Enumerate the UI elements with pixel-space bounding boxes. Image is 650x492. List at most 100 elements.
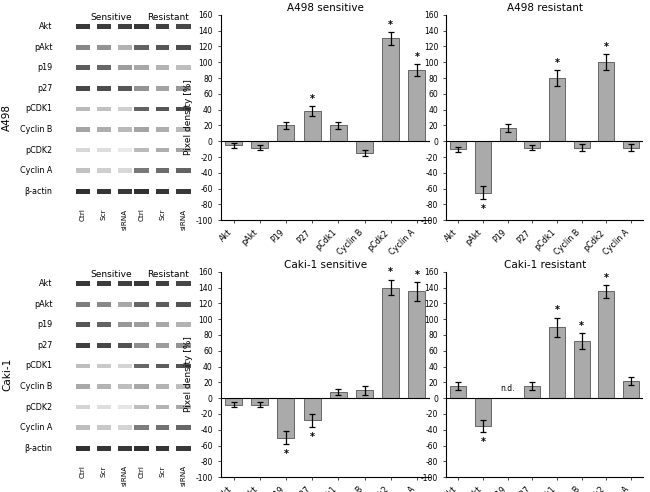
Bar [134,65,149,70]
Bar [96,384,111,389]
Text: Caki-1: Caki-1 [2,358,12,391]
Bar [96,24,111,29]
Bar [96,86,111,91]
Bar [176,24,191,29]
Bar [156,148,169,153]
Text: *: * [480,204,486,214]
Bar [76,446,90,451]
Text: Cyclin B: Cyclin B [20,125,52,134]
Bar [134,45,149,50]
Bar [156,446,169,451]
Bar [549,327,565,398]
Bar [525,386,540,398]
Text: pAkt: pAkt [34,300,52,309]
Text: *: * [388,20,393,30]
Text: pCDK2: pCDK2 [25,402,52,411]
Text: Scr: Scr [159,465,165,477]
Bar [356,141,373,153]
Bar [176,86,191,91]
Text: Sensitive: Sensitive [91,270,133,279]
Bar [156,281,169,286]
Text: p19: p19 [37,320,52,329]
Text: *: * [604,273,609,283]
Bar [134,446,149,451]
Text: pCDK1: pCDK1 [25,104,52,114]
Text: *: * [388,268,393,277]
Bar [96,168,111,173]
Text: Ctrl: Ctrl [138,208,144,221]
Bar [76,384,90,389]
Bar [156,364,169,369]
Bar [176,425,191,430]
Bar [450,386,466,398]
Bar [623,141,639,148]
Text: Sensitive: Sensitive [91,13,133,22]
Y-axis label: Pixel density [%]: Pixel density [%] [184,337,193,412]
Bar [134,281,149,286]
Title: Caki-1 resistant: Caki-1 resistant [504,259,586,270]
Bar [134,384,149,389]
Bar [134,148,149,153]
Text: *: * [415,52,419,62]
Bar [76,24,90,29]
Bar [156,24,169,29]
Bar [118,343,132,348]
Bar [176,281,191,286]
Bar [118,302,132,307]
Bar [176,127,191,132]
Text: *: * [480,437,486,447]
Bar [76,86,90,91]
Bar [76,189,90,193]
Bar [549,78,565,141]
Bar [156,384,169,389]
Bar [278,398,294,438]
Text: Cyclin B: Cyclin B [20,382,52,391]
Text: p27: p27 [37,341,52,350]
Bar [450,141,466,149]
Bar [118,384,132,389]
Bar [330,125,347,141]
Text: Akt: Akt [39,22,52,31]
Bar [134,343,149,348]
Bar [96,148,111,153]
Bar [176,384,191,389]
Bar [574,341,590,398]
Text: Ctrl: Ctrl [80,208,86,221]
Bar [134,364,149,369]
Bar [225,141,242,145]
Bar [176,107,191,111]
Bar [252,141,268,148]
Title: A498 resistant: A498 resistant [507,2,583,13]
Text: Resistant: Resistant [147,270,189,279]
Text: *: * [309,94,315,104]
Bar [525,141,540,148]
Bar [118,148,132,153]
Bar [156,404,169,409]
Bar [304,398,320,420]
Bar [96,364,111,369]
Bar [475,398,491,426]
Text: pCDK1: pCDK1 [25,362,52,370]
Bar [76,281,90,286]
Bar [156,65,169,70]
Bar [134,86,149,91]
Bar [118,107,132,111]
Text: *: * [309,432,315,442]
Bar [574,141,590,148]
Text: siRNA: siRNA [181,465,187,487]
Text: *: * [554,306,560,315]
Bar [76,322,90,327]
Text: β-actin: β-actin [25,186,52,196]
Bar [118,425,132,430]
Bar [134,189,149,193]
Bar [382,287,399,398]
Bar [278,125,294,141]
Bar [134,404,149,409]
Bar [156,127,169,132]
Bar [76,404,90,409]
Text: Cyclin A: Cyclin A [20,166,52,175]
Text: *: * [579,321,584,331]
Bar [156,45,169,50]
Text: A498: A498 [2,104,12,131]
Text: Ctrl: Ctrl [138,465,144,478]
